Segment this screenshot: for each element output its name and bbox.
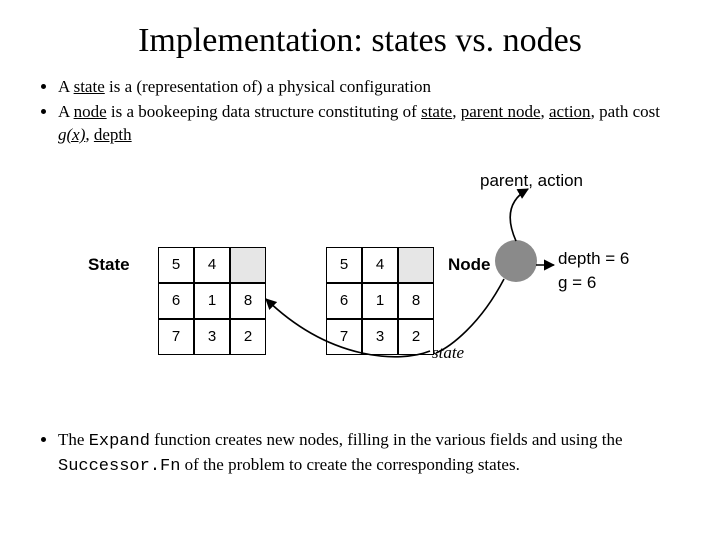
- bullet-2-state: state: [421, 102, 452, 121]
- grid-cell: 8: [230, 283, 266, 319]
- bullet-2-mid1: is a bookeeping data structure constitut…: [107, 102, 421, 121]
- grid-cell: 5: [158, 247, 194, 283]
- bullet-2-c2: ,: [541, 102, 550, 121]
- grid-cell: 1: [194, 283, 230, 319]
- g-label: g = 6: [558, 273, 596, 293]
- grid-cell: 3: [362, 319, 398, 355]
- grid-cell: 7: [158, 319, 194, 355]
- bullet-2-c1: ,: [452, 102, 461, 121]
- top-bullets: A state is a (representation of) a physi…: [38, 76, 692, 147]
- bullet-3-succ: Successor.Fn: [58, 457, 180, 476]
- bullet-2-prefix: A: [58, 102, 74, 121]
- bullet-1: A state is a (representation of) a physi…: [58, 76, 692, 99]
- grid-cell: 1: [362, 283, 398, 319]
- bullet-2-gx: g(x): [58, 125, 85, 144]
- bullet-2-depth: depth: [94, 125, 132, 144]
- slide: Implementation: states vs. nodes A state…: [0, 0, 720, 540]
- bullet-2-node: node: [74, 102, 107, 121]
- bullet-2-c4: ,: [85, 125, 94, 144]
- grid-cell: 8: [398, 283, 434, 319]
- bullet-3-rest: of the problem to create the correspondi…: [180, 455, 519, 474]
- grid-cell: 6: [158, 283, 194, 319]
- grid-cell: 4: [194, 247, 230, 283]
- bullet-1-state: state: [74, 77, 105, 96]
- node-label: Node: [448, 255, 491, 275]
- parent-action-label: parent, action: [480, 171, 583, 191]
- bullet-3: The Expand function creates new nodes, f…: [58, 429, 692, 479]
- diagram: State 54618732 54618732 Node parent, act…: [80, 165, 640, 415]
- grid-cell: 2: [398, 319, 434, 355]
- grid-cell: 3: [194, 319, 230, 355]
- bullet-2-parent: parent node: [461, 102, 541, 121]
- node-grid: 54618732: [326, 247, 434, 355]
- grid-cell: 5: [326, 247, 362, 283]
- grid-cell: [230, 247, 266, 283]
- grid-cell: [398, 247, 434, 283]
- node-circle-icon: [495, 240, 537, 282]
- bullet-1-prefix: A: [58, 77, 74, 96]
- state-grid: 54618732: [158, 247, 266, 355]
- grid-cell: 7: [326, 319, 362, 355]
- bullet-3-prefix: The: [58, 430, 89, 449]
- bullet-3-mid: function creates new nodes, filling in t…: [150, 430, 623, 449]
- bottom-bullets: The Expand function creates new nodes, f…: [38, 429, 692, 479]
- bullet-2: A node is a bookeeping data structure co…: [58, 101, 692, 147]
- slide-title: Implementation: states vs. nodes: [28, 22, 692, 60]
- state-label: State: [88, 255, 130, 275]
- depth-label: depth = 6: [558, 249, 629, 269]
- grid-cell: 2: [230, 319, 266, 355]
- grid-cell: 6: [326, 283, 362, 319]
- grid-cell: 4: [362, 247, 398, 283]
- bullet-3-expand: Expand: [89, 432, 150, 451]
- state-arrow-label: state: [432, 343, 464, 363]
- bullet-1-rest: is a (representation of) a physical conf…: [105, 77, 431, 96]
- bullet-2-c3: , path cost: [591, 102, 660, 121]
- bullet-2-action: action: [549, 102, 591, 121]
